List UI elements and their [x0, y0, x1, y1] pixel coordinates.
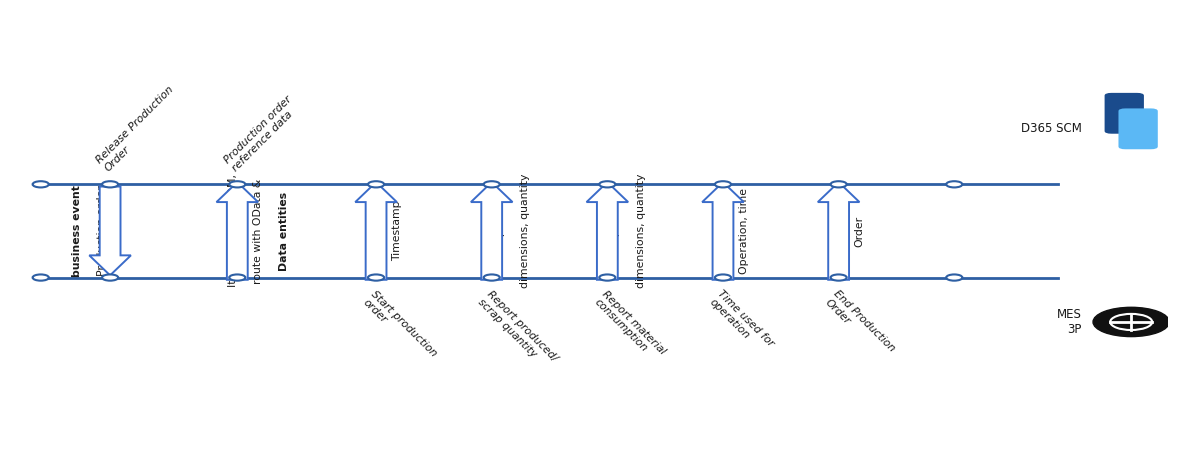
- FancyArrow shape: [471, 182, 512, 280]
- Circle shape: [946, 181, 963, 188]
- Circle shape: [831, 181, 847, 188]
- Text: Item, product: Item, product: [610, 194, 621, 268]
- Text: dimensions, quantity: dimensions, quantity: [520, 174, 530, 288]
- Text: Start production
order: Start production order: [361, 289, 439, 366]
- FancyArrow shape: [355, 182, 396, 280]
- FancyBboxPatch shape: [1119, 108, 1158, 149]
- Text: Item, quantity, BOM,: Item, quantity, BOM,: [228, 174, 237, 288]
- Text: Release Production
Order: Release Production Order: [94, 84, 184, 173]
- Circle shape: [1093, 307, 1169, 337]
- Circle shape: [33, 181, 48, 188]
- Text: Report produced/
scrap quantity: Report produced/ scrap quantity: [477, 289, 559, 371]
- Text: business event: business event: [72, 185, 81, 277]
- Text: Timestamp: Timestamp: [392, 201, 402, 261]
- FancyBboxPatch shape: [1104, 93, 1143, 134]
- Circle shape: [484, 275, 500, 281]
- Circle shape: [946, 275, 963, 281]
- Text: D365 SCM: D365 SCM: [1021, 122, 1081, 135]
- FancyArrow shape: [216, 182, 258, 280]
- FancyArrow shape: [586, 182, 628, 280]
- Text: Production order
reference data: Production order reference data: [222, 94, 302, 173]
- Text: Order: Order: [854, 215, 865, 246]
- Text: Production order: Production order: [97, 185, 107, 276]
- FancyArrow shape: [90, 187, 131, 275]
- Circle shape: [599, 275, 616, 281]
- Text: End Production
Order: End Production Order: [824, 289, 897, 362]
- Circle shape: [831, 275, 847, 281]
- Text: MES
3P: MES 3P: [1056, 308, 1081, 336]
- Circle shape: [229, 275, 245, 281]
- Circle shape: [715, 275, 732, 281]
- Text: Report material
consumption: Report material consumption: [592, 289, 668, 364]
- FancyArrow shape: [818, 182, 859, 280]
- Circle shape: [368, 275, 385, 281]
- Circle shape: [484, 181, 500, 188]
- Circle shape: [229, 181, 245, 188]
- Text: dimensions, quantity: dimensions, quantity: [636, 174, 645, 288]
- Text: Item, product: Item, product: [494, 194, 505, 268]
- Circle shape: [33, 275, 48, 281]
- Text: Time used for
operation: Time used for operation: [708, 289, 776, 357]
- FancyArrow shape: [702, 182, 743, 280]
- Text: route with OData &: route with OData &: [254, 178, 263, 284]
- Circle shape: [599, 181, 616, 188]
- Text: Operation, time: Operation, time: [739, 188, 749, 274]
- Text: Data entities: Data entities: [278, 191, 289, 270]
- Circle shape: [368, 181, 385, 188]
- Circle shape: [101, 275, 118, 281]
- Circle shape: [715, 181, 732, 188]
- Circle shape: [101, 181, 118, 188]
